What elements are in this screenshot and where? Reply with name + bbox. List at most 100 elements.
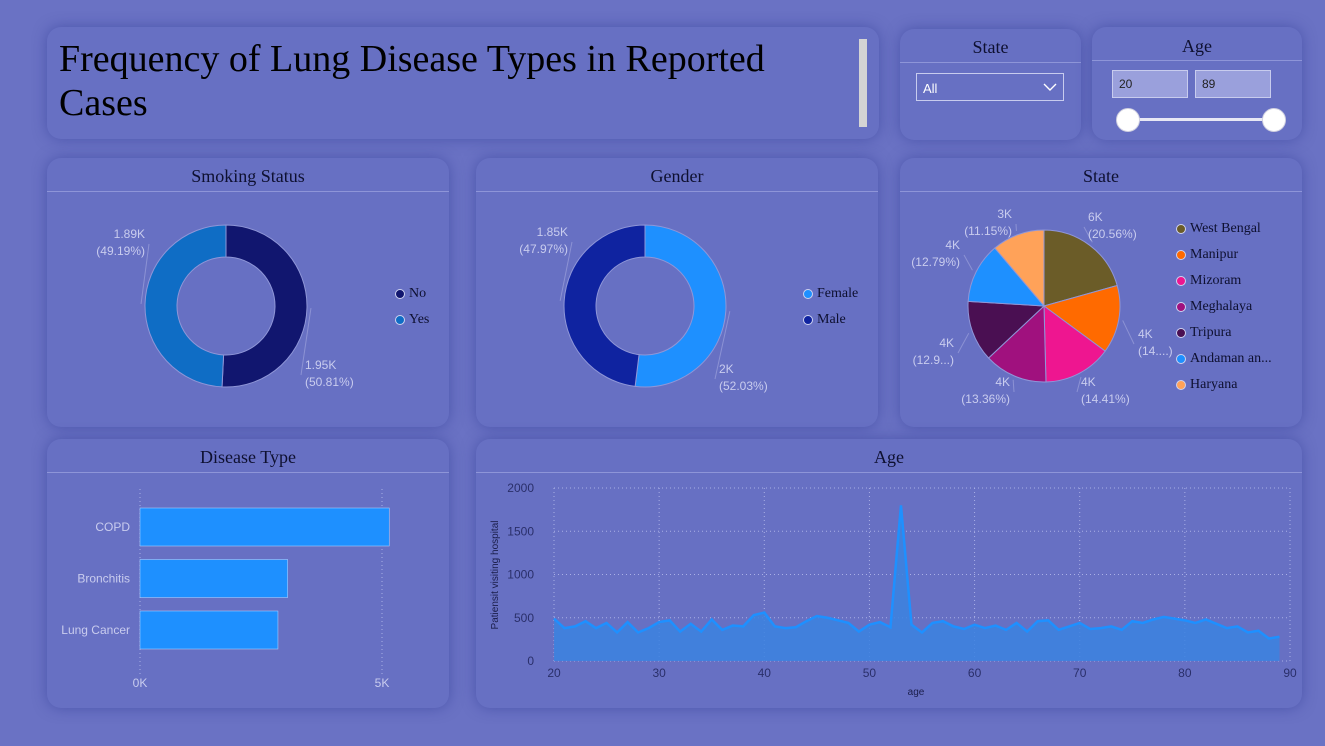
gender-legend-item-female[interactable]: Female	[803, 285, 858, 311]
gender-value-label: 2K	[719, 362, 734, 376]
state-legend-item-tripura[interactable]: Tripura	[1176, 324, 1272, 350]
title-scrollbar[interactable]	[859, 39, 867, 127]
age-min-input[interactable]: 20	[1112, 70, 1188, 98]
state-legend-item-meghalaya[interactable]: Meghalaya	[1176, 298, 1272, 324]
state-slice-manipur	[1042, 284, 1121, 352]
state-value-label: 4K	[1081, 375, 1096, 389]
state-value-label: 4K	[939, 336, 954, 350]
age-y-tick-label: 0	[527, 654, 534, 668]
smoking-legend-dot	[395, 289, 405, 299]
state-legend-item-mizoram[interactable]: Mizoram	[1176, 272, 1272, 298]
gender-legend: Female Male	[803, 285, 858, 337]
age-filter-card: Age 20 89	[1092, 27, 1302, 140]
smoking-slice-no	[221, 224, 308, 388]
state-chart-title: State	[1083, 166, 1119, 186]
gender-legend-dot	[803, 315, 813, 325]
disease-bar-bronchitis	[139, 559, 288, 598]
smoking-legend-dot	[395, 315, 405, 325]
age-series-line	[553, 505, 1280, 640]
age-y-tick-label: 1000	[507, 568, 534, 582]
gender-legend-label: Female	[817, 286, 859, 301]
disease-type-card: Disease Type 0K 5K COPD Bronchitis Lung Canc…	[47, 439, 449, 708]
state-value-label: 4K	[945, 238, 960, 252]
smoking-status-card: Smoking Status 1.95K (50.81%) 1.89K (49.19%…	[47, 158, 449, 427]
gender-percent-label: (47.97%)	[519, 242, 568, 256]
state-percent-label: (14....)	[1138, 344, 1173, 358]
age-slider-track[interactable]	[1128, 118, 1274, 121]
state-legend-dot	[1176, 224, 1186, 234]
state-legend-item-west-bengal[interactable]: West Bengal	[1176, 220, 1272, 246]
age-x-axis-title: age	[908, 687, 925, 698]
smoking-donut-chart: 1.95K (50.81%) 1.89K (49.19%)	[96, 224, 354, 389]
state-legend-dot	[1176, 250, 1186, 260]
smoking-legend: No Yes	[395, 285, 429, 337]
state-slice-mizoram	[1043, 304, 1106, 383]
smoking-chart-divider	[47, 191, 449, 192]
age-x-tick-label: 60	[968, 666, 982, 680]
state-percent-label: (11.15%)	[964, 224, 1012, 238]
state-legend-dot	[1176, 380, 1186, 390]
gender-leader-line	[559, 241, 573, 301]
state-filter-label: State	[972, 37, 1009, 57]
state-legend-label: Haryana	[1190, 377, 1238, 392]
state-legend-item-manipur[interactable]: Manipur	[1176, 246, 1272, 272]
state-legend-label: West Bengal	[1190, 221, 1261, 236]
gender-donut-chart: 2K (52.03%) 1.85K (47.97%)	[519, 224, 768, 393]
state-legend-dot	[1176, 302, 1186, 312]
state-legend-label: Manipur	[1190, 247, 1239, 262]
state-select[interactable]: All	[916, 73, 1064, 101]
age-area-fill	[554, 505, 1280, 661]
gender-slice-female	[634, 224, 727, 388]
smoking-legend-item-yes[interactable]: Yes	[395, 311, 429, 337]
smoking-chart-title: Smoking Status	[191, 166, 305, 186]
state-legend-dot	[1176, 354, 1186, 364]
gender-legend-label: Male	[817, 312, 846, 327]
state-value-label: 3K	[997, 207, 1012, 221]
state-leader-line	[957, 332, 970, 354]
state-legend-item-andaman-an[interactable]: Andaman an...	[1176, 350, 1272, 376]
smoking-slice-yes	[144, 224, 227, 388]
disease-category-label: Bronchitis	[77, 572, 130, 586]
age-y-axis-title: Patiensit visiting hospital	[490, 521, 501, 630]
smoking-leader-line	[300, 308, 312, 376]
age-y-tick-label: 500	[514, 611, 534, 625]
disease-bar-lung-cancer	[139, 610, 279, 650]
gender-legend-item-male[interactable]: Male	[803, 311, 858, 337]
disease-chart-title: Disease Type	[200, 447, 296, 467]
gender-value-label: 1.85K	[537, 225, 568, 239]
age-slider-min-handle[interactable]	[1116, 108, 1140, 132]
age-max-input[interactable]: 89	[1195, 70, 1271, 98]
state-filter-divider	[900, 62, 1081, 63]
smoking-legend-label: Yes	[409, 312, 430, 327]
state-legend-item-haryana[interactable]: Haryana	[1176, 376, 1272, 402]
state-legend-dot	[1176, 328, 1186, 338]
state-slice-tripura	[967, 300, 1046, 359]
state-leader-line	[1083, 226, 1093, 243]
state-value-label: 4K	[995, 375, 1010, 389]
age-x-tick-label: 30	[652, 666, 666, 680]
age-chart-title: Age	[874, 447, 904, 467]
state-value-label: 6K	[1088, 210, 1103, 224]
state-percent-label: (13.36%)	[961, 392, 1010, 406]
age-slider-max-handle[interactable]	[1262, 108, 1286, 132]
smoking-percent-label: (50.81%)	[305, 375, 354, 389]
state-percent-label: (12.9...)	[913, 353, 954, 367]
age-y-tick-label: 2000	[507, 481, 534, 495]
state-slice-meghalaya	[987, 304, 1047, 383]
state-leader-line	[1122, 320, 1135, 345]
state-pie-chart: 6K (20.56%) 4K (14....) 4K (14.41%) 4K (13.36%)…	[911, 207, 1173, 406]
state-percent-label: (14.41%)	[1081, 392, 1130, 406]
state-legend-label: Mizoram	[1190, 273, 1242, 288]
smoking-legend-item-no[interactable]: No	[395, 285, 429, 311]
disease-category-label: Lung Cancer	[61, 623, 130, 637]
state-slice-haryana	[994, 229, 1045, 308]
smoking-legend-label: No	[409, 286, 427, 301]
disease-bar-chart: 0K 5K COPD Bronchitis Lung Cancer	[61, 489, 390, 690]
gender-chart-divider	[476, 191, 878, 192]
disease-bar-copd	[139, 507, 390, 547]
age-x-tick-label: 80	[1178, 666, 1192, 680]
state-leader-line	[1012, 379, 1015, 393]
state-percent-label: (20.56%)	[1088, 227, 1137, 241]
state-percent-label: (12.79%)	[911, 255, 960, 269]
age-chart-divider	[476, 472, 1302, 473]
